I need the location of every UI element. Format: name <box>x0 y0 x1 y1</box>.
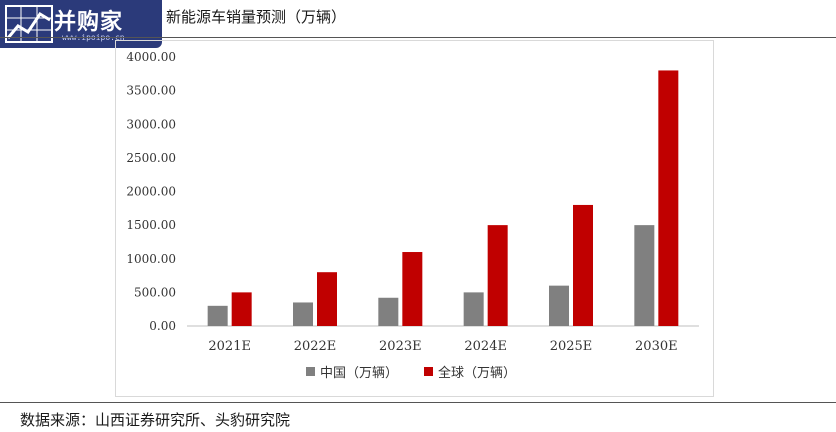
bar-china <box>634 225 655 326</box>
bar-china <box>207 305 228 326</box>
legend-label: 全球（万辆） <box>438 365 516 381</box>
x-tick-label: 2024E <box>464 339 507 354</box>
y-tick-label: 3500.00 <box>126 84 176 98</box>
source-note: 数据来源：山西证券研究所、头豹研究院 <box>20 411 291 429</box>
x-tick-label: 2030E <box>635 339 678 354</box>
bar-global <box>573 204 593 326</box>
y-tick-label: 1000.00 <box>126 252 176 266</box>
figure-title: 新能源车销量预测（万辆） <box>166 8 347 26</box>
x-tick-label: 2022E <box>294 339 337 354</box>
y-tick-label: 1500.00 <box>126 218 176 232</box>
top-divider <box>0 37 836 38</box>
legend-swatch <box>424 367 433 376</box>
bar-chart: 0.00 500.00 1000.00 1500.00 2000.00 2500.00 30… <box>126 50 699 381</box>
y-tick-label: 4000.00 <box>126 50 176 64</box>
bar-global <box>231 292 252 326</box>
y-tick-label: 500.00 <box>134 285 176 299</box>
chart-frame: 0.00 500.00 1000.00 1500.00 2000.00 2500.00 30… <box>115 40 714 397</box>
x-tick-label: 2023E <box>379 339 422 354</box>
bar-global <box>402 252 423 326</box>
x-tick-label: 2021E <box>208 339 251 354</box>
chart-logo-icon <box>5 5 53 43</box>
y-tick-label: 3000.00 <box>126 117 176 131</box>
bar-global <box>487 225 508 326</box>
y-tick-label: 0.00 <box>149 319 176 333</box>
bar-global <box>317 272 337 326</box>
y-tick-label: 2000.00 <box>126 185 176 199</box>
bottom-divider <box>0 402 836 403</box>
y-tick-label: 2500.00 <box>126 151 176 165</box>
bar-global <box>658 70 679 326</box>
bar-china <box>378 297 399 326</box>
brand-name: 并购家 <box>54 10 124 35</box>
bar-china <box>463 292 484 326</box>
legend-swatch <box>306 367 315 376</box>
bar-china <box>549 285 569 326</box>
legend-label: 中国（万辆） <box>320 366 398 381</box>
x-tick-label: 2025E <box>550 339 593 354</box>
bar-china <box>293 302 313 326</box>
